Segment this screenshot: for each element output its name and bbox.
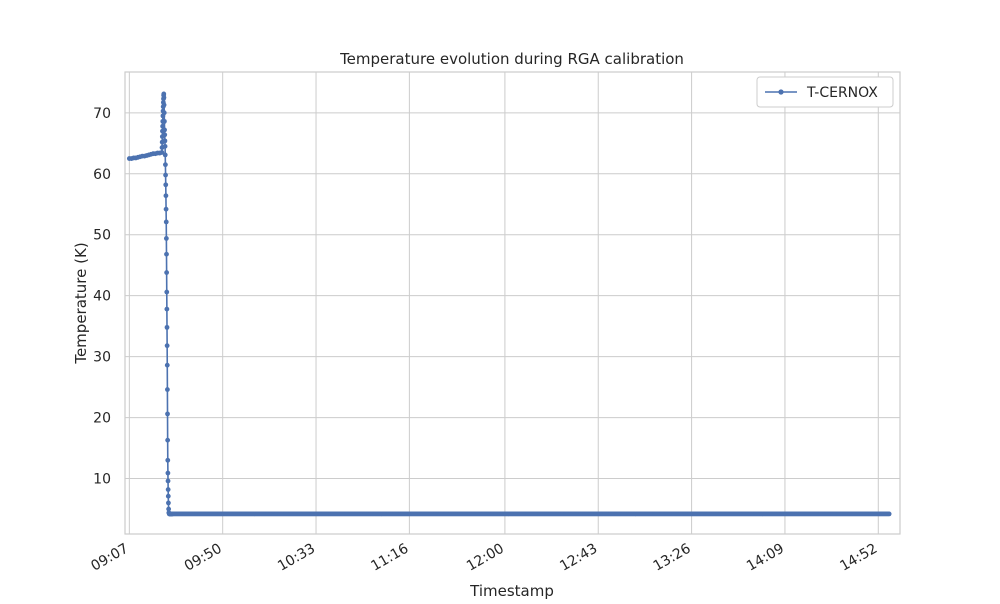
data-point [164,362,170,368]
x-axis-ticks: 09:07 09:50 10:33 11:16 12:00 12:43 13:26 14:09… [88,541,880,575]
x-tick-label: 12:00 [464,541,507,575]
y-tick-label: 40 [93,289,111,305]
data-point [162,138,168,144]
y-tick-label: 50 [93,228,111,244]
data-point [165,437,171,443]
data-point [164,251,169,257]
data-point [163,162,168,168]
x-tick-label: 14:52 [837,541,880,575]
data-point [163,219,169,225]
y-tick-label: 20 [93,411,111,427]
data-point [164,306,170,312]
data-point [161,91,167,97]
chart-title: Temperature evolution during RGA calibra… [339,50,684,68]
data-point [161,110,167,116]
y-tick-label: 60 [93,167,111,183]
y-tick-label: 10 [93,472,111,488]
data-point [166,506,172,512]
data-point [163,193,169,199]
x-axis-title: Timestamp [469,582,554,600]
data-point [166,500,171,506]
data-point [165,478,171,484]
data-point [164,343,170,349]
data-point [164,270,170,275]
axes-frame [124,71,901,535]
data-point [165,387,170,392]
y-axis-title: Temperature (K) [72,242,90,364]
x-tick-label: 13:26 [651,541,694,575]
data-point [165,493,171,499]
data-point [163,172,168,178]
data-point [165,457,171,463]
data-point [161,102,167,108]
data-point [162,152,168,158]
y-tick-label: 30 [93,350,111,366]
data-point [160,123,166,129]
data-point [162,132,168,138]
y-axis-ticks: 10 20 30 40 50 60 70 [93,106,111,488]
data-point [162,143,168,149]
x-tick-label: 11:16 [368,541,411,575]
data-point [165,470,171,476]
series-markers [126,91,892,517]
data-point [163,182,169,188]
data-point [163,206,169,212]
axes-border [124,71,901,535]
legend: T-CERNOX [756,76,894,108]
x-tick-label: 10:33 [275,541,318,575]
data-point [164,289,170,295]
data-point [886,511,892,517]
x-tick-label: 12:43 [557,541,600,575]
data-point [162,127,167,133]
plot-background [125,72,900,534]
data-point [159,150,165,155]
y-tick-label: 70 [93,106,111,122]
x-tick-label: 14:09 [744,541,787,575]
data-point [165,411,170,417]
data-point [163,235,169,241]
x-tick-label: 09:50 [182,541,225,575]
legend-marker-swatch [778,89,784,95]
legend-label: T-CERNOX [806,85,878,101]
data-point [164,324,170,330]
x-tick-label: 09:07 [88,541,131,575]
grid [125,72,900,534]
data-point [165,487,171,492]
data-point [161,95,167,100]
data-point [162,118,167,124]
legend-box [756,76,894,108]
